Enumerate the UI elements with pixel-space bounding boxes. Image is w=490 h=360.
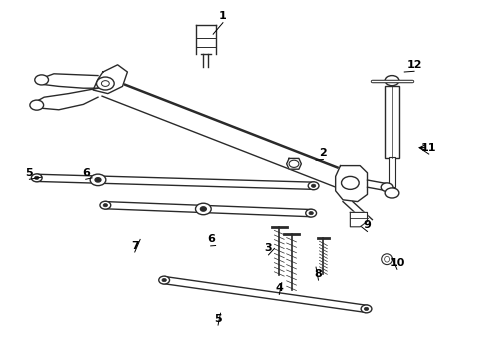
Circle shape [159,276,170,284]
Text: 11: 11 [421,143,437,153]
Circle shape [385,188,399,198]
Polygon shape [93,65,127,94]
Circle shape [35,75,49,85]
Circle shape [103,203,108,207]
Text: 6: 6 [207,234,215,244]
Ellipse shape [385,256,390,262]
Text: 3: 3 [265,243,272,253]
Circle shape [385,76,399,86]
Circle shape [90,174,106,186]
Ellipse shape [382,254,392,265]
Circle shape [34,176,39,180]
Circle shape [200,207,206,211]
Polygon shape [287,158,301,169]
Polygon shape [39,74,98,88]
Text: 9: 9 [364,220,371,230]
Text: 2: 2 [319,148,327,158]
Text: 5: 5 [25,168,33,178]
Polygon shape [336,166,368,202]
Text: 6: 6 [82,168,90,178]
Polygon shape [101,78,360,193]
Circle shape [101,81,109,86]
Polygon shape [350,212,368,227]
Circle shape [162,279,167,282]
Text: 5: 5 [214,314,222,324]
Text: 12: 12 [406,60,422,70]
Text: 7: 7 [131,240,139,251]
Bar [385,86,399,158]
Circle shape [97,77,114,90]
Circle shape [30,100,44,110]
Circle shape [289,160,299,167]
Circle shape [306,209,317,217]
Text: 4: 4 [275,283,283,293]
Circle shape [100,201,111,209]
Circle shape [196,203,211,215]
Circle shape [342,176,359,189]
Text: 1: 1 [219,11,227,21]
Circle shape [312,184,316,187]
Circle shape [381,183,393,192]
Circle shape [361,305,372,313]
Circle shape [308,182,319,190]
Circle shape [365,307,368,310]
Bar [389,157,395,187]
Text: 8: 8 [315,269,322,279]
Circle shape [95,178,101,182]
Circle shape [309,211,314,215]
Text: 10: 10 [389,258,405,268]
Circle shape [31,174,42,182]
Polygon shape [34,88,98,110]
